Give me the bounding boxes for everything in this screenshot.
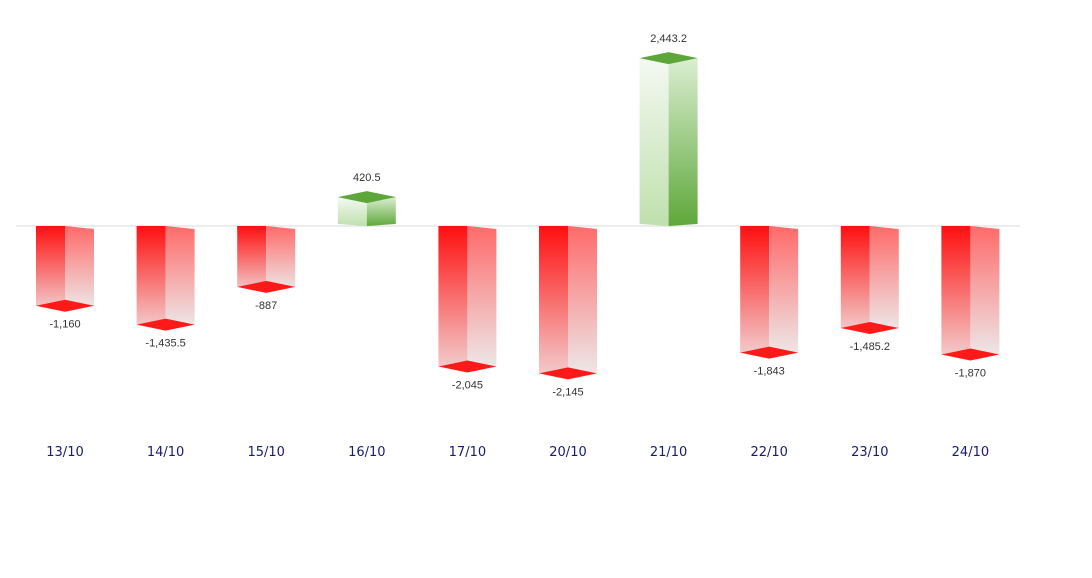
category-label: 16/10 xyxy=(348,445,385,460)
bar-side-face xyxy=(266,226,296,293)
bar-cap xyxy=(840,322,899,335)
bar-front-face xyxy=(36,226,65,312)
category-label: 24/10 xyxy=(952,445,989,460)
value-label: -2,045 xyxy=(452,379,483,391)
value-label: -2,145 xyxy=(552,386,583,398)
bar-cap xyxy=(36,299,94,312)
bar-side-face xyxy=(467,226,497,373)
category-label: 13/10 xyxy=(46,445,83,460)
bar xyxy=(337,191,396,226)
bar-cap xyxy=(237,280,296,293)
bar-side-face xyxy=(869,226,899,335)
bar xyxy=(740,226,799,359)
bar-side-face xyxy=(568,226,597,380)
value-label: -887 xyxy=(255,300,277,312)
bar-side-face xyxy=(668,58,698,226)
value-label: 2,443.2 xyxy=(650,33,687,45)
bar-front-face xyxy=(740,226,770,359)
bars-layer xyxy=(36,52,1000,380)
bar-front-face xyxy=(337,197,367,226)
bar xyxy=(941,226,1000,361)
bar-front-face xyxy=(840,226,870,335)
bar-side-face xyxy=(366,197,396,226)
category-label: 15/10 xyxy=(247,445,284,460)
bar-cap xyxy=(438,360,497,373)
value-label: -1,435.5 xyxy=(145,338,185,350)
bar xyxy=(639,52,698,226)
value-label: 420.5 xyxy=(353,172,381,184)
bar-front-face xyxy=(639,58,669,226)
category-label: 21/10 xyxy=(650,445,687,460)
bar xyxy=(539,226,597,380)
value-label: -1,485.2 xyxy=(850,341,890,353)
category-label: 17/10 xyxy=(449,445,486,460)
bar-front-face xyxy=(438,226,468,373)
bar-cap xyxy=(740,346,799,359)
bar-side-face xyxy=(769,226,799,359)
bar xyxy=(36,226,94,312)
bar-front-face xyxy=(237,226,267,293)
value-label: -1,843 xyxy=(754,366,785,378)
bar-front-face xyxy=(136,226,166,331)
bar-front-face xyxy=(941,226,971,361)
category-label: 23/10 xyxy=(851,445,888,460)
bar-cap xyxy=(136,318,195,331)
bar-cap xyxy=(539,367,597,380)
category-label: 20/10 xyxy=(549,445,586,460)
category-label: 22/10 xyxy=(750,445,787,460)
category-label: 14/10 xyxy=(147,445,184,460)
bar-front-face xyxy=(539,226,568,380)
bar-cap xyxy=(639,52,698,65)
bar xyxy=(438,226,497,373)
bar-side-face xyxy=(65,226,94,312)
labels-layer: -1,160 13/10 -1,435.5 14/10 -887 15/10 420.5 16… xyxy=(46,33,989,460)
value-label: -1,870 xyxy=(955,367,986,379)
bar-cap xyxy=(941,348,1000,361)
value-label: -1,160 xyxy=(49,319,80,331)
bar-cap xyxy=(337,191,396,204)
bar xyxy=(237,226,296,293)
bar xyxy=(840,226,899,335)
bar-side-face xyxy=(970,226,1000,361)
bar xyxy=(136,226,195,331)
bar-side-face xyxy=(165,226,195,331)
